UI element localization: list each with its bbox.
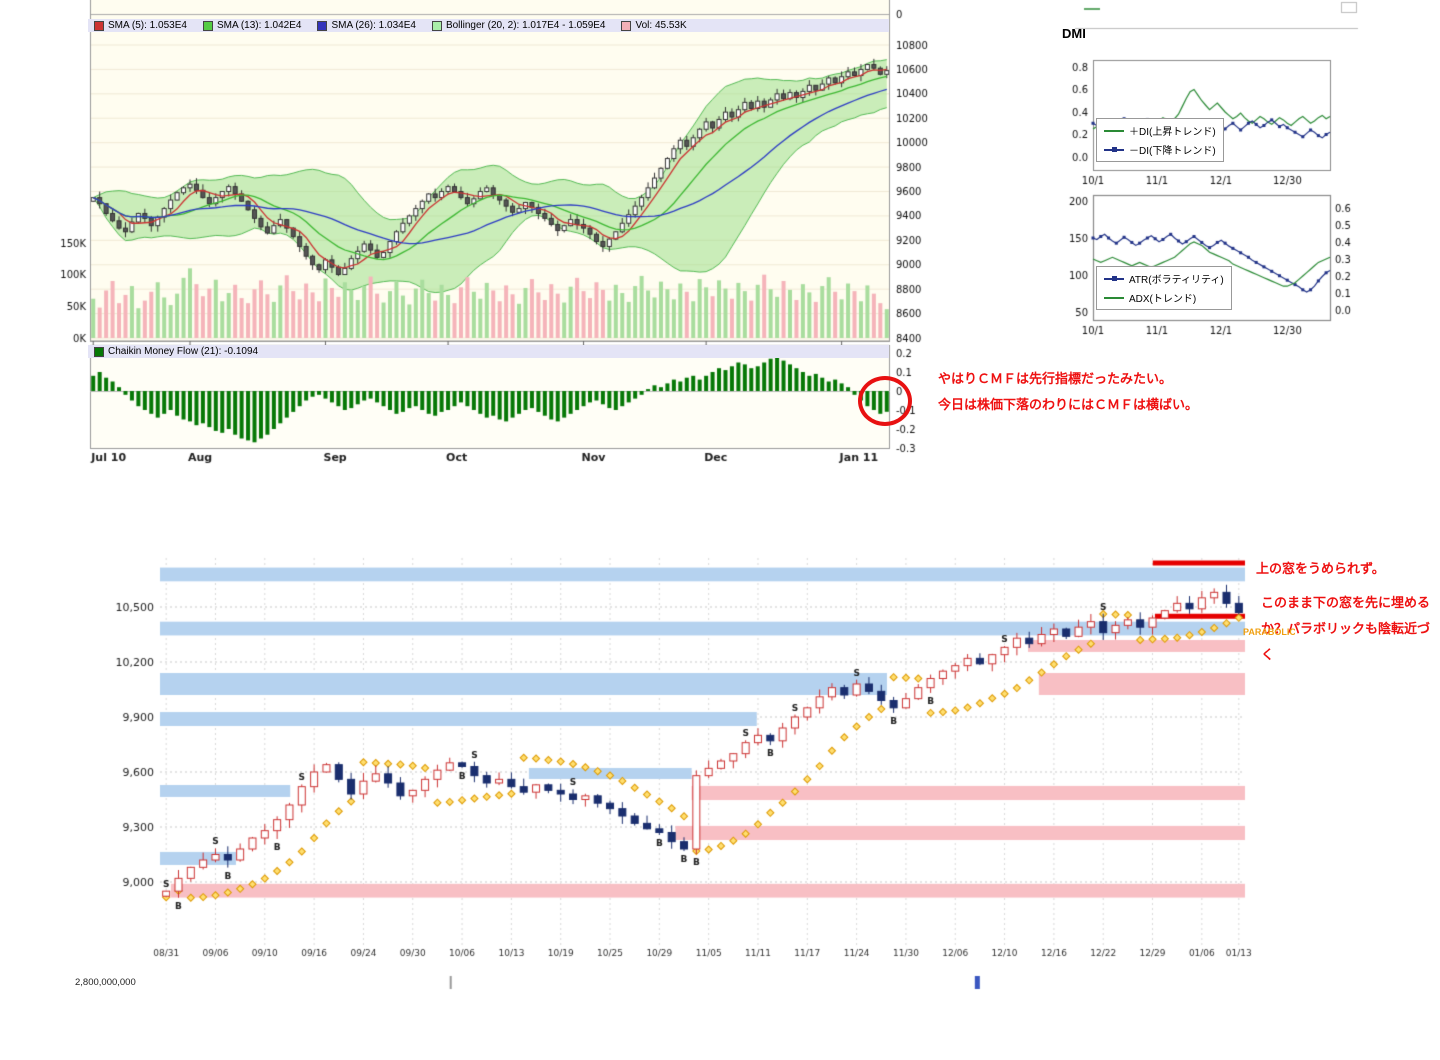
- legend-label: ＋DI(上昇トレンド): [1129, 127, 1216, 138]
- window-annotation-bottom-line1: このまま下の窓を先に埋める: [1261, 595, 1431, 610]
- cmf-annotation: やはりＣＭＦは先行指標だったみたい。 今日は株価下落のわりにはＣＭＦは横ばい。: [938, 366, 1198, 418]
- window-annotation-bottom: このまま下の窓を先に埋める か？パラボリックも陰転近づ く: [1261, 590, 1430, 668]
- bottom-candlestick-chart-canvas: [70, 550, 1255, 1000]
- legend-item: SMA (5): 1.053E4: [94, 20, 187, 31]
- bottom-volume-axis-label: 2,800,000,000: [75, 977, 136, 988]
- cmf-highlight-circle: [858, 376, 912, 426]
- legend-line-swatch: [1104, 296, 1124, 299]
- legend-label: SMA (26): 1.034E4: [331, 20, 416, 31]
- legend-label: SMA (5): 1.053E4: [108, 20, 187, 31]
- legend-label: Chaikin Money Flow (21): -0.1094: [108, 346, 259, 357]
- parabolic-label: PARABOLIC: [1243, 627, 1295, 637]
- legend-swatch: [94, 20, 104, 31]
- legend-item: Bollinger (20, 2): 1.017E4 - 1.059E4: [431, 20, 606, 31]
- legend-item: SMA (13): 1.042E4: [202, 20, 302, 31]
- legend-swatch: [94, 346, 104, 357]
- legend-label: Bollinger (20, 2): 1.017E4 - 1.059E4: [445, 20, 606, 31]
- legend-line-swatch: [1104, 276, 1124, 281]
- legend-label: Vol: 45.53K: [635, 20, 687, 31]
- legend-label: SMA (13): 1.042E4: [216, 20, 302, 31]
- legend-item: ADX(トレンド): [1104, 290, 1224, 305]
- dmi-title: DMI: [1062, 26, 1086, 41]
- legend-label: －DI(下降トレンド): [1129, 146, 1216, 157]
- legend-item: ATR(ボラティリティ): [1104, 271, 1224, 286]
- legend-swatch: [202, 20, 213, 31]
- legend-item: Chaikin Money Flow (21): -0.1094: [94, 346, 258, 357]
- legend-line-swatch: [1104, 147, 1124, 152]
- legend-item: －DI(下降トレンド): [1104, 142, 1216, 157]
- window-annotation-bottom-line2: か？パラボリックも陰転近づ: [1261, 621, 1431, 636]
- cmf-annotation-line1: やはりＣＭＦは先行指標だったみたい。: [938, 371, 1173, 386]
- legend-swatch: [621, 20, 632, 31]
- legend-label: ADX(トレンド): [1129, 294, 1197, 305]
- legend-line-swatch: [1104, 129, 1124, 132]
- legend-item: SMA (26): 1.034E4: [317, 20, 416, 31]
- window-annotation-top: 上の窓をうめられず。: [1256, 561, 1385, 576]
- legend-swatch: [317, 20, 328, 31]
- di-legend-box: ＋DI(上昇トレンド) －DI(下降トレンド): [1096, 118, 1224, 162]
- price-volume-chart-canvas: [40, 0, 945, 470]
- cmf-annotation-line2: 今日は株価下落のわりにはＣＭＦは横ばい。: [938, 397, 1199, 412]
- legend-item: ＋DI(上昇トレンド): [1104, 123, 1216, 138]
- cmf-legend-strip: Chaikin Money Flow (21): -0.1094: [88, 345, 889, 358]
- main-chart-legend-strip: SMA (5): 1.053E4 SMA (13): 1.042E4 SMA (26…: [88, 19, 889, 32]
- legend-label: ATR(ボラティリティ): [1129, 275, 1224, 286]
- window-annotation-bottom-line3: く: [1261, 647, 1275, 662]
- legend-swatch: [431, 20, 442, 31]
- atr-adx-legend-box: ATR(ボラティリティ) ADX(トレンド): [1096, 266, 1232, 310]
- legend-item: Vol: 45.53K: [621, 20, 687, 31]
